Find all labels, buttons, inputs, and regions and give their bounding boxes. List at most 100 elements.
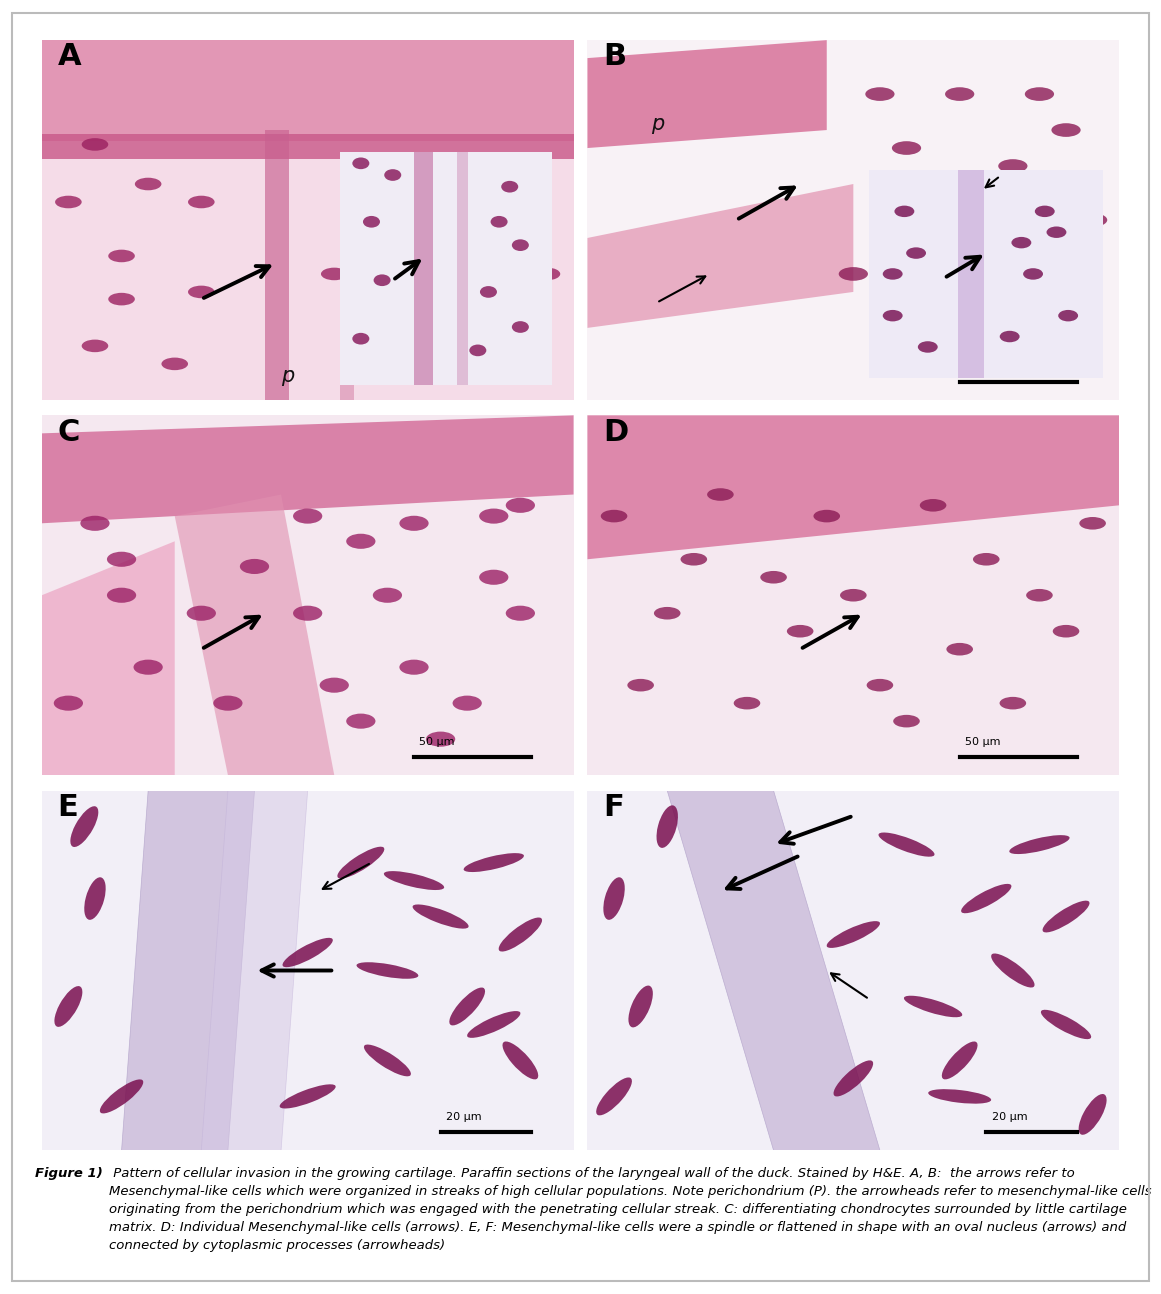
Ellipse shape <box>81 138 108 150</box>
Ellipse shape <box>942 1042 978 1079</box>
Ellipse shape <box>399 660 428 674</box>
Ellipse shape <box>734 697 760 709</box>
Ellipse shape <box>972 250 1001 263</box>
Ellipse shape <box>787 625 814 638</box>
Ellipse shape <box>85 877 106 920</box>
Ellipse shape <box>463 853 524 872</box>
Polygon shape <box>201 791 308 1150</box>
Ellipse shape <box>998 159 1027 173</box>
Ellipse shape <box>814 510 841 523</box>
Ellipse shape <box>827 921 880 949</box>
Ellipse shape <box>352 333 369 344</box>
Ellipse shape <box>945 303 974 317</box>
Ellipse shape <box>1041 1009 1091 1039</box>
Ellipse shape <box>187 606 216 621</box>
Text: 20 μm: 20 μm <box>446 1112 482 1122</box>
Ellipse shape <box>399 516 428 531</box>
Ellipse shape <box>319 678 348 692</box>
Ellipse shape <box>454 286 481 298</box>
Text: B: B <box>604 43 627 71</box>
Ellipse shape <box>1079 214 1108 226</box>
Ellipse shape <box>426 731 455 747</box>
Ellipse shape <box>320 268 347 281</box>
Ellipse shape <box>760 571 787 584</box>
Text: Pattern of cellular invasion in the growing cartilage. Paraffin sections of the : Pattern of cellular invasion in the grow… <box>109 1167 1152 1253</box>
Ellipse shape <box>503 1042 539 1079</box>
Ellipse shape <box>107 587 136 603</box>
Text: F: F <box>604 793 625 822</box>
Ellipse shape <box>946 643 973 656</box>
Ellipse shape <box>188 286 215 298</box>
Ellipse shape <box>945 87 974 101</box>
Ellipse shape <box>401 159 427 172</box>
Ellipse shape <box>882 311 902 321</box>
Ellipse shape <box>108 250 135 263</box>
Ellipse shape <box>479 569 509 585</box>
Ellipse shape <box>282 938 333 967</box>
Ellipse shape <box>107 551 136 567</box>
Polygon shape <box>42 415 574 523</box>
Polygon shape <box>122 791 254 1150</box>
Ellipse shape <box>384 170 402 181</box>
Ellipse shape <box>293 606 323 621</box>
Ellipse shape <box>374 351 401 364</box>
Polygon shape <box>587 184 853 327</box>
Ellipse shape <box>604 877 625 920</box>
Ellipse shape <box>1058 311 1079 321</box>
Text: E: E <box>58 793 79 822</box>
Text: 50 μm: 50 μm <box>419 736 455 747</box>
Bar <box>339 155 354 400</box>
Ellipse shape <box>879 832 935 857</box>
Ellipse shape <box>534 268 561 281</box>
Bar <box>42 133 574 159</box>
Ellipse shape <box>134 660 163 674</box>
Ellipse shape <box>512 239 529 251</box>
Ellipse shape <box>55 986 82 1027</box>
Ellipse shape <box>479 286 497 298</box>
Text: Figure 1): Figure 1) <box>35 1167 102 1180</box>
Ellipse shape <box>1052 123 1081 137</box>
Ellipse shape <box>449 987 485 1025</box>
Ellipse shape <box>352 158 369 170</box>
Ellipse shape <box>512 321 529 333</box>
Ellipse shape <box>453 696 482 710</box>
Ellipse shape <box>991 954 1034 987</box>
Text: D: D <box>604 418 628 446</box>
Ellipse shape <box>1025 87 1054 101</box>
Ellipse shape <box>680 553 707 565</box>
Ellipse shape <box>1000 331 1019 343</box>
Ellipse shape <box>356 963 418 978</box>
Ellipse shape <box>1026 589 1053 602</box>
Ellipse shape <box>600 510 627 523</box>
Text: 50 μm: 50 μm <box>419 361 455 371</box>
Polygon shape <box>668 791 880 1150</box>
Ellipse shape <box>892 141 921 155</box>
Ellipse shape <box>100 1079 143 1113</box>
Ellipse shape <box>961 884 1011 914</box>
Text: p: p <box>281 366 295 386</box>
Ellipse shape <box>373 587 402 603</box>
Ellipse shape <box>338 846 384 879</box>
Ellipse shape <box>80 516 109 531</box>
Polygon shape <box>587 415 1119 559</box>
Text: 20 μm: 20 μm <box>991 1112 1027 1122</box>
Ellipse shape <box>892 214 921 226</box>
Ellipse shape <box>654 607 680 620</box>
Ellipse shape <box>1046 226 1067 238</box>
Ellipse shape <box>1009 835 1069 854</box>
Ellipse shape <box>1080 518 1106 529</box>
Ellipse shape <box>412 905 469 929</box>
Ellipse shape <box>506 498 535 512</box>
Bar <box>958 170 983 378</box>
Ellipse shape <box>502 181 518 193</box>
Ellipse shape <box>894 206 915 217</box>
Ellipse shape <box>108 292 135 305</box>
Ellipse shape <box>918 339 947 353</box>
Ellipse shape <box>481 214 507 226</box>
Ellipse shape <box>346 533 375 549</box>
Ellipse shape <box>71 806 99 848</box>
Polygon shape <box>587 40 827 148</box>
Ellipse shape <box>53 696 82 710</box>
Ellipse shape <box>280 1084 336 1109</box>
Ellipse shape <box>401 250 427 263</box>
